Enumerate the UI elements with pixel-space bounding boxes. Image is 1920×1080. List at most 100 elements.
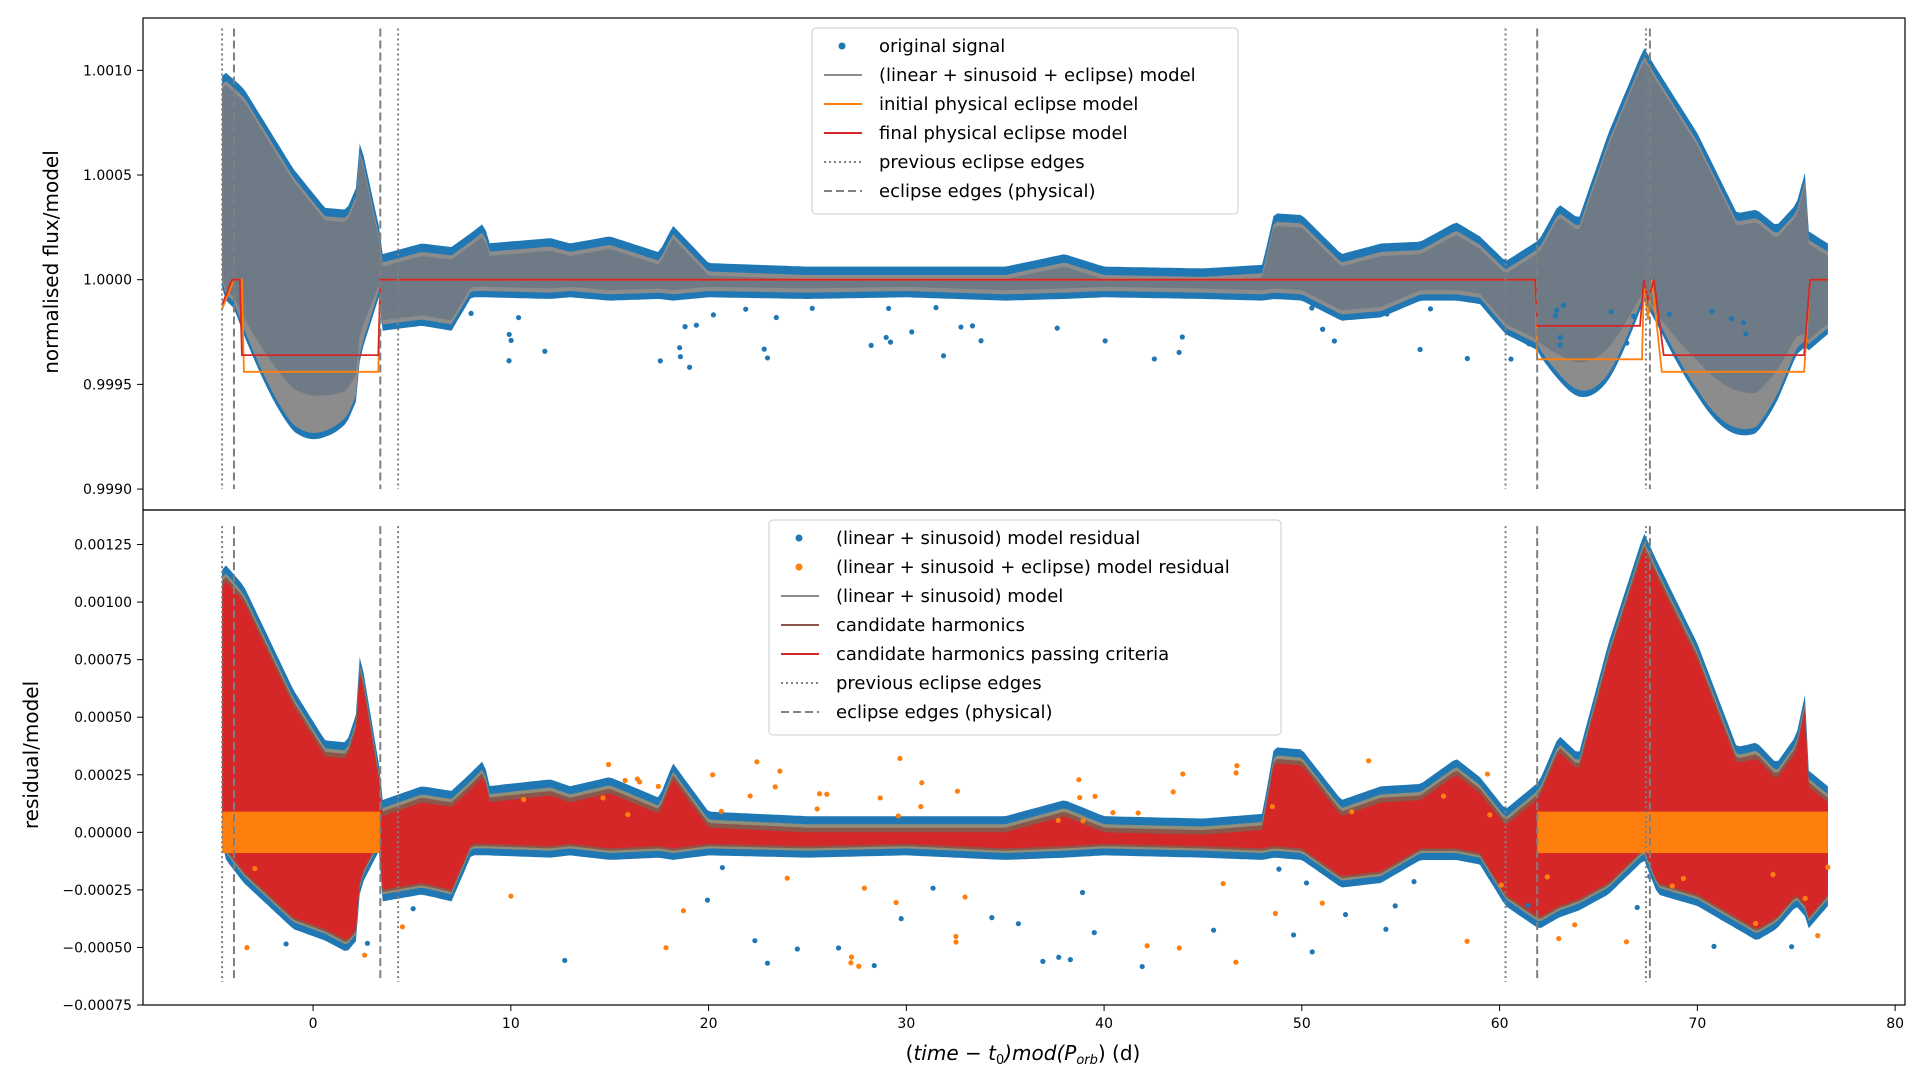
residual-outlier-point — [848, 954, 855, 960]
legend-label: previous eclipse edges — [836, 673, 1042, 694]
flux-outlier-point — [773, 314, 779, 321]
flux-outlier-point — [1557, 342, 1563, 348]
residual-outlier-point — [364, 940, 371, 946]
residual-outlier-point — [1680, 875, 1687, 882]
residual-outlier-point — [704, 897, 711, 903]
residual-ytick-label: 0.00075 — [74, 653, 132, 669]
legend-label: (linear + sinusoid) model — [836, 586, 1063, 607]
residual-outlier-point — [1392, 903, 1398, 909]
residual-outlier-point — [1210, 927, 1217, 933]
flux-outlier-point — [764, 355, 771, 361]
residual-outlier-point — [1290, 932, 1297, 938]
residual-outlier-point — [1572, 922, 1578, 928]
residual-outlier-point — [953, 939, 959, 945]
residual-outlier-point — [1303, 880, 1310, 886]
flux-outlier-point — [1417, 346, 1423, 353]
residual-outlier-point — [871, 962, 877, 969]
residual-outlier-point — [1040, 958, 1046, 964]
flux-blue-band — [222, 48, 1828, 440]
residual-outlier-point — [600, 795, 606, 801]
residual-outlier-point — [877, 795, 883, 801]
residual-outlier-point — [848, 960, 854, 966]
flux-outlier-point — [809, 305, 815, 311]
residual-outlier-point — [1411, 879, 1417, 885]
legend-label: previous eclipse edges — [879, 152, 1085, 173]
legend-dot-marker — [795, 534, 803, 542]
residual-outlier-point — [1487, 812, 1493, 818]
flux-ytick-label: 1.0005 — [83, 168, 132, 184]
flux-outlier-point — [542, 348, 548, 354]
residual-outlier-point — [893, 899, 899, 906]
residual-outlier-point — [898, 916, 904, 922]
eclipse-residual-zone — [222, 811, 381, 854]
residual-outlier-point — [1077, 794, 1083, 801]
flux-outlier-point — [969, 323, 976, 329]
residual-outlier-point — [1556, 935, 1562, 942]
flux-outlier-point — [693, 322, 699, 328]
residual-outlier-point — [1056, 954, 1062, 960]
residual-outlier-point — [1319, 900, 1325, 906]
residual-outlier-point — [655, 783, 661, 789]
residual-outlier-point — [1144, 943, 1150, 949]
xtick-label: 20 — [700, 1016, 718, 1032]
residual-ytick-label: −0.00025 — [62, 883, 132, 899]
legend-label: eclipse edges (physical) — [879, 181, 1096, 202]
flux-outlier-point — [978, 338, 984, 344]
residual-outlier-point — [663, 945, 669, 951]
legend-label: candidate harmonics — [836, 615, 1025, 636]
residual-ytick-label: 0.00025 — [74, 768, 132, 784]
flux-outlier-point — [506, 331, 512, 338]
flux-outlier-point — [468, 310, 474, 316]
flux-outlier-point — [1464, 355, 1470, 362]
residual-outlier-point — [1234, 763, 1240, 769]
residual-outlier-point — [962, 894, 968, 900]
residual-outlier-point — [930, 885, 936, 891]
residual-outlier-point — [521, 796, 527, 803]
flux-outlier-point — [1384, 311, 1390, 317]
xtick-label: 10 — [502, 1016, 520, 1032]
residual-outlier-point — [1015, 921, 1021, 927]
flux-outlier-point — [1728, 316, 1735, 322]
residual-outlier-point — [1067, 957, 1073, 963]
residual-legend: (linear + sinusoid) model residual (linea… — [768, 519, 1282, 736]
residual-outlier-point — [1342, 911, 1349, 918]
flux-outlier-point — [1179, 334, 1185, 340]
eclipse-residual-zone — [1537, 811, 1828, 854]
flux-outlier-point — [1526, 341, 1532, 347]
residual-outlier-point — [1176, 945, 1182, 951]
residual-ytick-label: 0.00050 — [74, 710, 132, 726]
residual-outlier-point — [1815, 933, 1821, 939]
initial-eclipse-model-line — [221, 278, 1828, 373]
legend-label: (linear + sinusoid) model residual — [836, 528, 1140, 549]
flux-ytick-label: 1.0000 — [83, 273, 132, 289]
residual-outlier-point — [1276, 866, 1282, 872]
residual-outlier-point — [764, 960, 771, 966]
residual-outlier-point — [1711, 943, 1717, 949]
flux-outlier-point — [682, 324, 688, 330]
residual-outlier-point — [784, 875, 790, 881]
flux-outlier-point — [909, 329, 915, 335]
residual-outlier-point — [1669, 883, 1675, 889]
residual-outlier-point — [1080, 818, 1086, 824]
xtick-label: 0 — [309, 1016, 318, 1032]
residual-ytick-label: 0.00125 — [74, 538, 132, 554]
xtick-label: 70 — [1688, 1016, 1706, 1032]
legend-label: eclipse edges (physical) — [836, 702, 1053, 723]
residual-y-axis-label: residual/model — [19, 681, 43, 829]
residual-outlier-point — [824, 791, 830, 797]
flux-outlier-point — [743, 306, 749, 312]
legend-box — [768, 519, 1282, 736]
flux-outlier-point — [1552, 313, 1558, 319]
residual-outlier-point — [1464, 938, 1470, 944]
residual-outlier-point — [625, 811, 631, 818]
residual-outlier-point — [1269, 803, 1276, 810]
residual-outlier-point — [1079, 889, 1086, 896]
residual-outlier-point — [1220, 880, 1226, 887]
residual-outlier-point — [1544, 874, 1550, 880]
flux-outlier-point — [1557, 334, 1563, 341]
flux-outlier-point — [1054, 325, 1060, 331]
flux-outlier-point — [868, 342, 874, 348]
residual-outlier-point — [1383, 926, 1389, 932]
residual-outlier-point — [989, 915, 995, 921]
residual-outlier-point — [1802, 895, 1808, 902]
